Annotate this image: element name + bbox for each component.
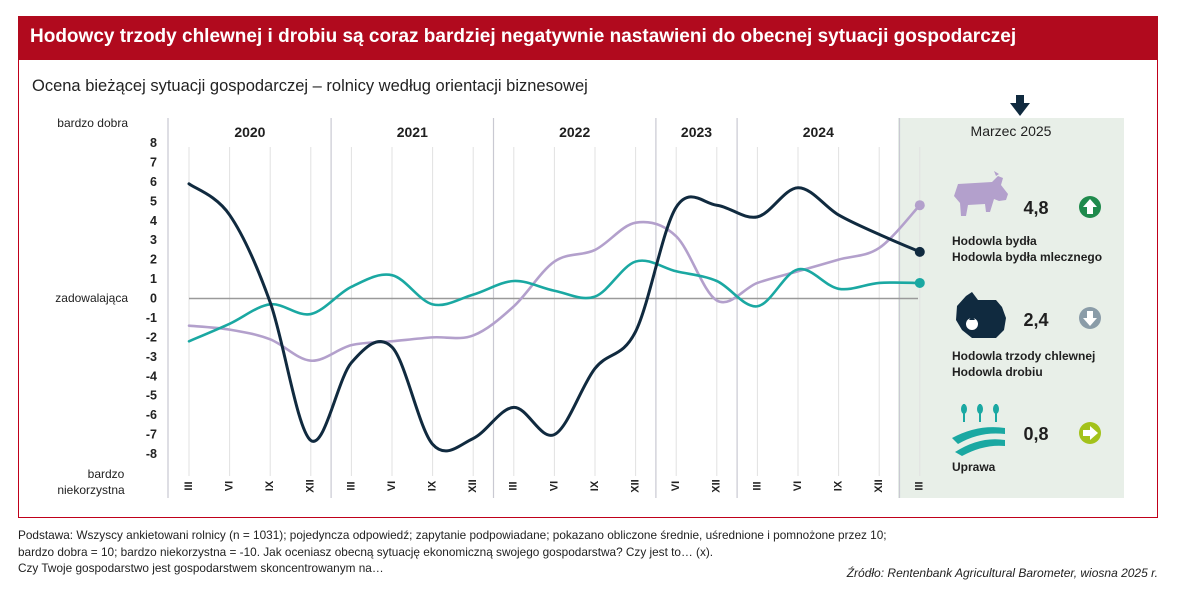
cow-icon [954,171,1008,216]
y-tick-label: 1 [150,272,157,286]
y-tick-label: -5 [146,389,157,403]
x-tick-label: XII [630,479,642,492]
x-tick-label: XII [467,479,479,492]
footnote-line: Podstawa: Wszyscy ankietowani rolnicy (n… [18,528,887,542]
y-tick-label: 4 [150,214,157,228]
panel-label-line1: Hodowla trzody chlewnej [952,349,1095,363]
series-end-point [914,246,925,257]
x-tick-label: III [508,481,520,490]
x-tick-label: VI [224,481,236,491]
x-tick-label: VI [792,481,804,491]
down-arrow-icon [1010,95,1030,116]
y-tick-label: -4 [146,369,157,383]
x-tick-label: VI [386,481,398,491]
footnote: Podstawa: Wszyscy ankietowani rolnicy (n… [18,527,887,577]
footnote-line: bardzo dobra = 10; bardzo niekorzystna =… [18,544,714,559]
highlight-panel-label: Marzec 2025 [971,123,1052,139]
y-tick-label: -1 [146,311,157,325]
y-tick-label: -2 [146,330,157,344]
source-note: Źródło: Rentenbank Agricultural Baromete… [846,566,1158,580]
y-tick-label: 0 [150,292,157,306]
y-tick-label: -8 [146,447,157,461]
panel-row-pig-poultry: 2,4 Hodowla trzody chlewnej Hodowla drob… [952,292,1101,379]
x-tick-label: XII [305,479,317,492]
x-tick-label: XII [873,479,885,492]
x-tick-label: III [183,481,195,490]
year-label: 2021 [397,124,428,140]
panel-value: 4,8 [1023,198,1048,218]
series-line [187,203,922,363]
series-end-point [914,277,925,288]
series-line [187,259,922,343]
arrow-up-icon [1079,196,1101,218]
pig-icon [956,292,1006,338]
y-tick-label: 3 [150,233,157,247]
x-tick-label: IX [589,480,601,491]
footnote-line: Czy Twoje gospodarstwo jest gospodarstwe… [18,561,384,575]
panel-label-line2: Hodowla bydła mlecznego [952,250,1102,264]
x-tick-label: IX [833,480,845,491]
panel-value: 2,4 [1023,310,1048,330]
series-line [187,182,922,453]
year-label: 2023 [681,124,712,140]
chart-subtitle: Ocena bieżącej sytuacji gospodarczej – r… [32,77,588,95]
y-tick-label: 5 [150,194,157,208]
field-icon [952,404,1005,456]
year-label: 2022 [559,124,590,140]
panel-label-line1: Hodowla bydła [952,234,1037,248]
panel-value: 0,8 [1023,424,1048,444]
y-axis-label-top: bardzo dobra [57,116,128,130]
arrow-right-icon [1079,422,1101,444]
y-axis-label-bottom-line1: bardzo [88,467,125,481]
panel-row-crop: 0,8 Uprawa [952,404,1101,474]
page-title: Hodowcy trzody chlewnej i drobiu są cora… [18,16,1158,60]
x-tick-label: III [914,481,926,490]
series-end-point [914,200,925,211]
panel-row-dairy: 4,8 Hodowla bydła Hodowla bydła mleczneg… [952,171,1102,264]
panel-label-line1: Uprawa [952,460,996,474]
y-axis-label-middle: zadowalająca [55,291,128,305]
y-tick-label: 8 [150,136,157,150]
x-tick-label: III [751,481,763,490]
x-tick-label: VI [670,481,682,491]
arrow-down-icon [1079,307,1101,329]
y-tick-label: -3 [146,350,157,364]
x-tick-label: IX [264,480,276,491]
year-label: 2020 [234,124,265,140]
y-tick-label: 2 [150,253,157,267]
year-label: 2024 [803,124,834,140]
y-tick-label: 7 [150,155,157,169]
y-tick-label: 6 [150,175,157,189]
panel-label-line2: Hodowla drobiu [952,365,1043,379]
x-tick-label: XII [711,479,723,492]
x-tick-label: IX [427,480,439,491]
y-tick-label: -6 [146,408,157,422]
y-tick-label: -7 [146,428,157,442]
x-tick-label: VI [548,481,560,491]
x-tick-label: III [345,481,357,490]
y-axis-label-bottom-line2: niekorzystna [57,483,125,497]
